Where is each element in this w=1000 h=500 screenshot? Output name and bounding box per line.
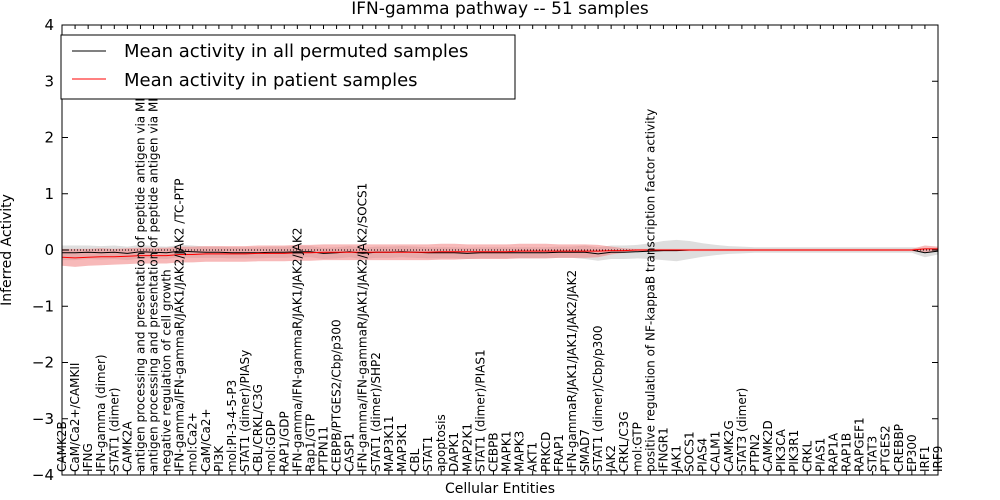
- x-tick-label: CaM/Ca2+/CAMKII: [68, 363, 82, 472]
- y-axis-label: Inferred Activity: [0, 194, 15, 306]
- x-tick-label: PRKCD: [539, 432, 553, 472]
- x-tick-label: DAPK1: [447, 432, 461, 472]
- y-tick-label: −1: [32, 297, 54, 315]
- x-tick-label: STAT3 (dimer): [735, 388, 749, 472]
- x-tick-label: PTGES2: [879, 425, 893, 472]
- legend-box: [60, 34, 516, 100]
- x-tick-label: STAT3: [866, 436, 880, 472]
- x-tick-label: PTPN11: [317, 426, 331, 472]
- x-tick-label: STAT1 (dimer)/SHP2: [369, 352, 383, 472]
- y-tick-label: 3: [44, 72, 54, 90]
- x-tick-label: IRF9: [931, 446, 945, 472]
- x-tick-label: CBL/CRKL/C3G: [251, 384, 265, 472]
- y-tick-label: 0: [44, 241, 54, 259]
- y-axis: 4 3 2 1 0 −1 −2 −3 −4: [32, 16, 938, 484]
- x-tick-label: positive regulation of NF-kappaB transcr…: [643, 109, 657, 472]
- x-tick-label: CAMK2D: [761, 420, 775, 472]
- x-tick-label: IFNG: [81, 443, 95, 472]
- x-tick-label: CEBPB/PTGES2/Cbp/p300: [330, 319, 344, 472]
- y-tick-label: −4: [32, 466, 54, 484]
- x-tick-label: CAMK2G: [722, 420, 736, 472]
- x-tick-label: PIK3CA: [774, 428, 788, 472]
- x-tick-label: MAP3K1: [395, 423, 409, 472]
- x-tick-label: PIK3R1: [787, 430, 801, 472]
- x-tick-label: RAPGEF1: [853, 417, 867, 472]
- x-tick-label: PI3K: [212, 445, 226, 472]
- x-tick-label: MAPK3: [513, 431, 527, 472]
- x-tick-label: STAT1: [421, 436, 435, 472]
- x-tick-label: IFN-gamma (dimer): [94, 354, 108, 472]
- x-tick-label: mol:GDP: [264, 420, 278, 472]
- x-tick-label: CAMK2A: [120, 421, 134, 472]
- x-axis: CAMK2B CaM/Ca2+/CAMKII IFNG IFN-gamma (dime…: [55, 25, 945, 475]
- x-tick-label: STAT1 (dimer)/PIAS1: [473, 349, 487, 472]
- x-tick-label: CALM1: [709, 431, 723, 472]
- x-tick-label: antigen processing and presentation of p…: [147, 40, 161, 472]
- x-tick-label: STAT1 (dimer)/PIASy: [238, 350, 252, 472]
- x-tick-label: mol:PI-3-4-5-P3: [225, 380, 239, 472]
- x-tick-label: MAP2K1: [460, 423, 474, 472]
- x-tick-label: FRAP1: [552, 434, 566, 472]
- confidence-bands: [62, 239, 938, 267]
- x-tick-label: mol:Ca2+: [186, 412, 200, 472]
- legend-label-permuted: Mean activity in all permuted samples: [124, 41, 468, 62]
- y-tick-label: 4: [44, 16, 54, 34]
- x-tick-label: IFN-gamma/IFN-gammaR/JAK1/JAK2/JAK2/SOCS…: [356, 183, 370, 472]
- x-tick-label: RAP1B: [840, 433, 854, 472]
- x-tick-label: CAMK2B: [55, 421, 69, 472]
- chart-title: IFN-gamma pathway -- 51 samples: [351, 0, 649, 19]
- x-tick-label: EP300: [905, 434, 919, 472]
- x-tick-label: SMAD7: [578, 429, 592, 472]
- x-tick-label: PIAS1: [813, 438, 827, 472]
- x-tick-label: AKT1: [526, 442, 540, 472]
- x-tick-label: JAK1: [670, 445, 684, 473]
- x-tick-label: IFNGR1: [656, 427, 670, 472]
- x-tick-label: IFN-gammaR/JAK1/JAK1/JAK2/JAK2: [565, 270, 579, 472]
- x-tick-label: PIAS4: [696, 438, 710, 472]
- x-tick-label: IFN-gamma/IFN-gammaR/JAK1/JAK2/JAK2: [290, 227, 304, 472]
- legend: Mean activity in all permuted samples Me…: [60, 34, 516, 100]
- x-tick-label: negative regulation of cell growth: [160, 269, 174, 472]
- x-tick-label: CREBBP: [892, 424, 906, 472]
- x-tick-label: CaM/Ca2+: [199, 408, 213, 472]
- x-tick-label: JAK2: [604, 445, 618, 473]
- legend-label-patient: Mean activity in patient samples: [124, 70, 418, 91]
- x-tick-label: RAP1/GDP: [277, 411, 291, 472]
- x-tick-label: Rap1/GTP: [303, 414, 317, 472]
- x-tick-label: MAPK1: [500, 431, 514, 472]
- x-tick-label: IFN-gamma/IFN-gammaR/JAK1/JAK2/JAK2 /TC-…: [173, 178, 187, 472]
- x-tick-label: STAT1 (dimer): [107, 388, 121, 472]
- x-tick-label: CRKL: [800, 440, 814, 472]
- series-lines: [61, 248, 939, 259]
- x-tick-label: CRKL/C3G: [617, 411, 631, 472]
- x-axis-label: Cellular Entities: [445, 481, 555, 497]
- x-tick-label: CASP1: [343, 433, 357, 472]
- x-tick-label: MAP3K11: [382, 415, 396, 472]
- x-tick-label: IRF1: [918, 446, 932, 472]
- x-tick-label: RAP1A: [826, 432, 840, 472]
- y-tick-label: 2: [44, 129, 54, 147]
- x-tick-label: mol:GTP: [630, 422, 644, 472]
- x-tick-label: SOCS1: [683, 431, 697, 472]
- series-line-patient: [61, 248, 938, 259]
- x-tick-label: CEBPB: [487, 432, 501, 472]
- x-tick-label: STAT1 (dimer)/Cbp/p300: [591, 325, 605, 472]
- x-tick-label: PTPN2: [748, 434, 762, 472]
- x-tick-label: antigen processing and presentation of p…: [133, 43, 147, 472]
- y-tick-label: −2: [32, 354, 54, 372]
- y-tick-label: −3: [32, 410, 54, 428]
- x-tick-label: apoptosis: [434, 414, 448, 472]
- y-tick-label: 1: [44, 185, 54, 203]
- x-tick-label: CBL: [408, 448, 422, 472]
